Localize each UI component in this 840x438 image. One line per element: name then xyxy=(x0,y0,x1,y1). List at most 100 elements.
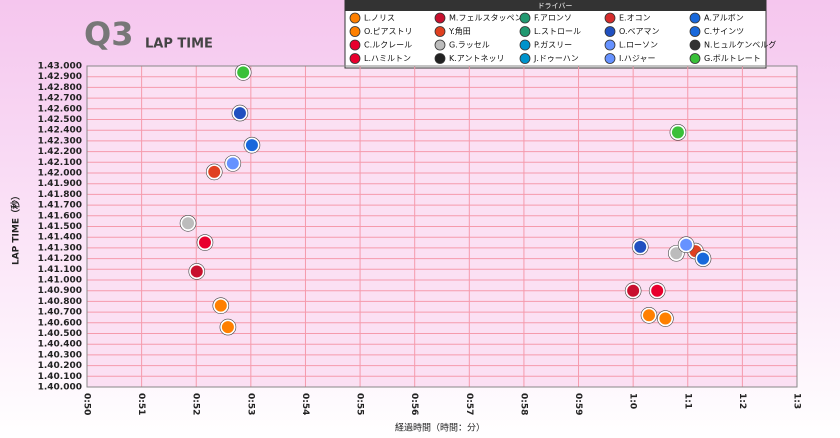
point xyxy=(212,297,229,314)
y-tick-label: 1.40.600 xyxy=(38,318,82,328)
legend-label: P.ガスリー xyxy=(534,40,572,50)
point xyxy=(231,105,248,122)
legend-label: L.ノリス xyxy=(364,14,395,23)
x-tick-label: 0:54 xyxy=(300,393,310,415)
x-tick-label: 0:51 xyxy=(136,393,146,415)
y-tick-label: 1.40.900 xyxy=(38,286,82,296)
point-ring xyxy=(667,244,685,262)
point-ring xyxy=(677,236,695,253)
legend-label: F.アロンソ xyxy=(534,14,572,23)
legend-swatch xyxy=(604,53,616,64)
y-tick-label: 1.42.800 xyxy=(38,83,82,93)
x-tick-label: 0:58 xyxy=(518,393,528,415)
point-ring xyxy=(188,263,206,280)
legend-label: L.ストロール xyxy=(534,27,581,36)
legend-title: ドライバー xyxy=(538,2,573,10)
legend-label: M.フェルスタッペン xyxy=(449,14,522,23)
y-tick-label: 1.40.000 xyxy=(38,383,82,393)
point xyxy=(632,238,649,255)
legend-label: G.ボルトレート xyxy=(704,54,761,63)
point xyxy=(657,310,674,327)
y-tick-label: 1.41.800 xyxy=(38,190,82,200)
x-tick-label: 0:52 xyxy=(191,393,201,415)
x-tick-label: 0:55 xyxy=(355,393,365,415)
point xyxy=(224,155,241,172)
y-tick-label: 1.41.000 xyxy=(38,276,82,286)
legend-swatch xyxy=(689,53,701,64)
y-tick-label: 1.40.100 xyxy=(38,372,82,382)
x-tick-label: 1:2 xyxy=(737,393,747,409)
y-tick-label: 1.43.000 xyxy=(38,62,82,72)
plot-frame xyxy=(86,65,798,388)
legend-label: C.サインツ xyxy=(704,27,744,36)
y-tick-label: 1.41.600 xyxy=(38,211,82,221)
y-tick-label: 1.42.400 xyxy=(38,126,82,136)
chart-title: Q3 xyxy=(84,15,133,53)
legend-swatch xyxy=(689,12,701,24)
legend-label: L.ハミルトン xyxy=(364,54,411,63)
point-ring xyxy=(212,297,230,314)
y-tick-label: 1.42.000 xyxy=(38,169,82,179)
legend-swatch xyxy=(434,39,446,51)
legend-label: N.ヒュルケンベルグ xyxy=(704,40,776,50)
chart-subtitle: LAP TIME xyxy=(145,37,213,52)
legend-label: O.ピアストリ xyxy=(364,27,413,36)
y-tick-label: 1.40.200 xyxy=(38,361,82,371)
x-axis-label: 経過時間（時間：分） xyxy=(395,422,485,434)
legend-label: G.ラッセル xyxy=(449,41,490,50)
legend-label: C.ルクレール xyxy=(364,41,412,50)
x-tick-label: 1:1 xyxy=(682,393,692,409)
x-tick-label: 0:59 xyxy=(573,393,583,415)
y-tick-label: 1.42.700 xyxy=(38,94,82,104)
point-ring xyxy=(648,282,666,300)
y-tick-label: 1.41.900 xyxy=(38,179,82,189)
legend-swatch xyxy=(519,12,531,24)
legend-swatch xyxy=(519,53,531,64)
y-tick-label: 1.42.200 xyxy=(38,147,82,157)
legend-swatch xyxy=(349,39,361,51)
point-ring xyxy=(234,64,252,81)
legend-label: L.ローソン xyxy=(619,41,658,50)
legend-label: I.ハジャー xyxy=(619,54,656,63)
x-tick-label: 0:53 xyxy=(245,393,255,415)
point-ring xyxy=(224,155,242,172)
legend-swatch xyxy=(689,26,701,37)
y-tick-label: 1.41.700 xyxy=(38,201,82,211)
point-ring xyxy=(640,307,658,324)
point-ring xyxy=(631,238,649,256)
point-ring xyxy=(694,250,712,267)
point xyxy=(243,137,260,154)
point xyxy=(649,282,666,299)
x-tick-label: 0:56 xyxy=(409,393,419,415)
point-ring xyxy=(231,104,249,122)
y-tick-label: 1.42.300 xyxy=(38,136,82,146)
y-tick-label: 1.41.100 xyxy=(38,265,82,275)
legend-swatch xyxy=(434,26,446,37)
x-tick-label: 1:0 xyxy=(628,393,638,409)
legend-label: E.オコン xyxy=(619,14,651,23)
x-tick-label: 0:57 xyxy=(464,393,474,415)
y-tick-label: 1.40.300 xyxy=(38,350,82,360)
legend-swatch xyxy=(349,12,361,24)
point xyxy=(625,282,642,299)
point xyxy=(188,263,205,280)
legend-swatch xyxy=(689,39,701,51)
y-tick-label: 1.41.200 xyxy=(38,254,82,264)
y-tick-label: 1.40.800 xyxy=(38,297,82,307)
legend-label: J.ドゥーハン xyxy=(533,54,579,63)
y-tick-label: 1.41.500 xyxy=(38,222,82,232)
legend-header xyxy=(345,0,766,11)
y-tick-label: 1.42.500 xyxy=(38,115,82,125)
y-tick-label: 1.42.900 xyxy=(38,72,82,82)
legend-swatch xyxy=(604,12,616,24)
legend-label: O.ベアマン xyxy=(619,27,660,36)
x-tick-label: 1:3 xyxy=(792,393,802,409)
point xyxy=(219,319,236,336)
point-ring xyxy=(624,282,642,300)
y-tick-label: 1.40.400 xyxy=(38,340,82,350)
legend-swatch xyxy=(519,26,531,37)
legend-swatch xyxy=(349,26,361,37)
y-axis-label: LAP TIME（秒） xyxy=(10,191,22,265)
point xyxy=(180,215,197,232)
